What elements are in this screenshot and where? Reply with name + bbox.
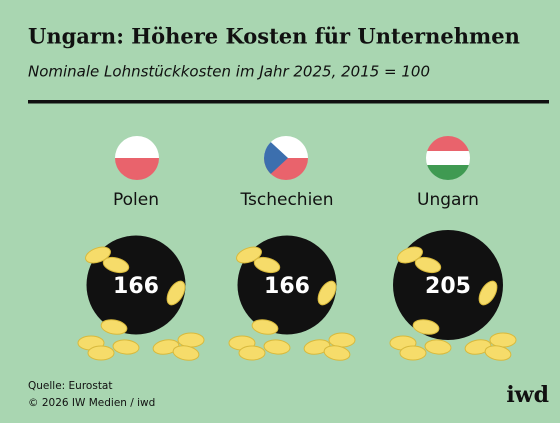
coin xyxy=(263,339,291,355)
coin xyxy=(303,339,331,355)
coin xyxy=(397,246,423,264)
coin xyxy=(166,280,186,306)
value-label: 205 xyxy=(425,274,471,299)
coin xyxy=(414,256,442,274)
coin xyxy=(85,246,111,264)
coin xyxy=(100,319,128,335)
coin xyxy=(478,280,498,306)
coin xyxy=(152,339,180,355)
category-label: Polen xyxy=(113,190,159,210)
chart-subtitle: Nominale Lohnstückkosten im Jahr 2025, 2… xyxy=(28,63,430,81)
brand: iwd xyxy=(506,382,549,408)
coin xyxy=(399,345,427,361)
coin xyxy=(253,256,281,274)
coin xyxy=(424,339,452,355)
copyright: © 2026 IW Medien / iwd xyxy=(28,397,155,409)
coin xyxy=(236,246,262,264)
coin xyxy=(464,339,492,355)
coin xyxy=(177,332,205,348)
coin xyxy=(317,280,337,306)
value-label: 166 xyxy=(113,274,159,299)
flag-czechia xyxy=(264,136,308,180)
category-label: Ungarn xyxy=(417,190,479,210)
flag-hungary xyxy=(426,136,470,180)
value-label: 166 xyxy=(264,274,310,299)
coin xyxy=(172,345,200,361)
coin xyxy=(238,345,266,361)
coin xyxy=(328,332,356,348)
coin xyxy=(323,345,351,361)
coin xyxy=(112,339,140,355)
coin xyxy=(489,332,517,348)
coin xyxy=(102,256,130,274)
flag-poland xyxy=(115,136,159,180)
coin xyxy=(251,319,279,335)
coin xyxy=(412,319,440,335)
coin xyxy=(484,345,512,361)
chart-title: Ungarn: Höhere Kosten für Unternehmen xyxy=(28,24,520,49)
coin xyxy=(87,345,115,361)
source: Quelle: Eurostat xyxy=(28,380,113,392)
divider xyxy=(28,100,549,104)
category-label: Tschechien xyxy=(239,190,333,210)
